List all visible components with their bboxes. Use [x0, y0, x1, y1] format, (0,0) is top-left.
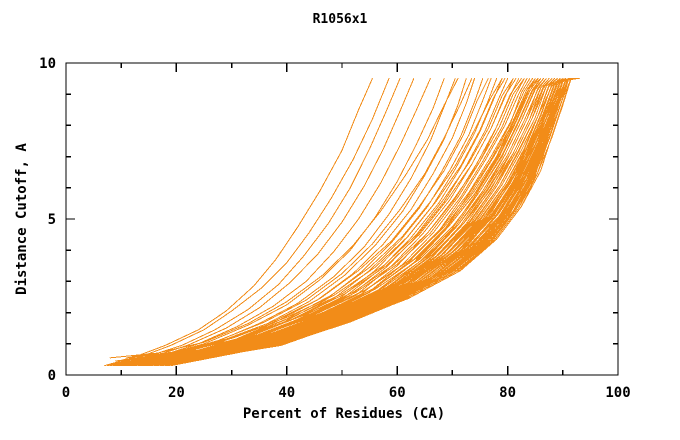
- page-title: R1056x1: [312, 12, 368, 27]
- x-tick-label: 0: [62, 385, 70, 401]
- axis-ticks-group: [65, 62, 619, 376]
- x-tick-label: 80: [499, 385, 516, 401]
- x-tick-label: 100: [605, 385, 630, 401]
- x-axis-label: Percent of Residues (CA): [243, 406, 445, 422]
- x-tick-label: 40: [278, 385, 295, 401]
- y-tick-label: 10: [39, 56, 56, 72]
- series-line: [126, 78, 522, 359]
- series-line: [106, 78, 390, 367]
- series-line: [104, 78, 373, 367]
- series-line: [137, 78, 550, 364]
- series-line: [156, 78, 572, 359]
- series-line: [156, 78, 572, 362]
- series-line: [115, 78, 445, 367]
- series-line: [109, 78, 459, 359]
- x-tick-label: 20: [168, 385, 185, 401]
- series-line: [117, 78, 489, 362]
- axis-tick-labels-group: 0 20 40 60 80 100 0 5 10: [39, 56, 631, 401]
- series-line: [159, 78, 569, 367]
- y-axis-label: Distance Cutoff, A: [14, 143, 30, 295]
- x-tick-label: 60: [389, 385, 406, 401]
- series-line: [167, 78, 578, 357]
- series-line: [115, 78, 473, 362]
- series-line: [145, 78, 564, 359]
- series-line: [175, 78, 580, 357]
- data-series-group: [104, 78, 580, 367]
- series-line: [137, 78, 553, 359]
- series-line: [109, 78, 401, 367]
- series-line: [120, 78, 506, 362]
- series-line: [159, 78, 575, 359]
- series-line: [131, 78, 542, 357]
- series-line: [140, 78, 556, 360]
- y-tick-label: 5: [48, 212, 56, 228]
- series-line: [134, 78, 544, 360]
- series-line: [112, 78, 431, 367]
- series-line: [153, 78, 569, 357]
- series-line: [162, 78, 575, 365]
- y-tick-label: 0: [48, 368, 56, 384]
